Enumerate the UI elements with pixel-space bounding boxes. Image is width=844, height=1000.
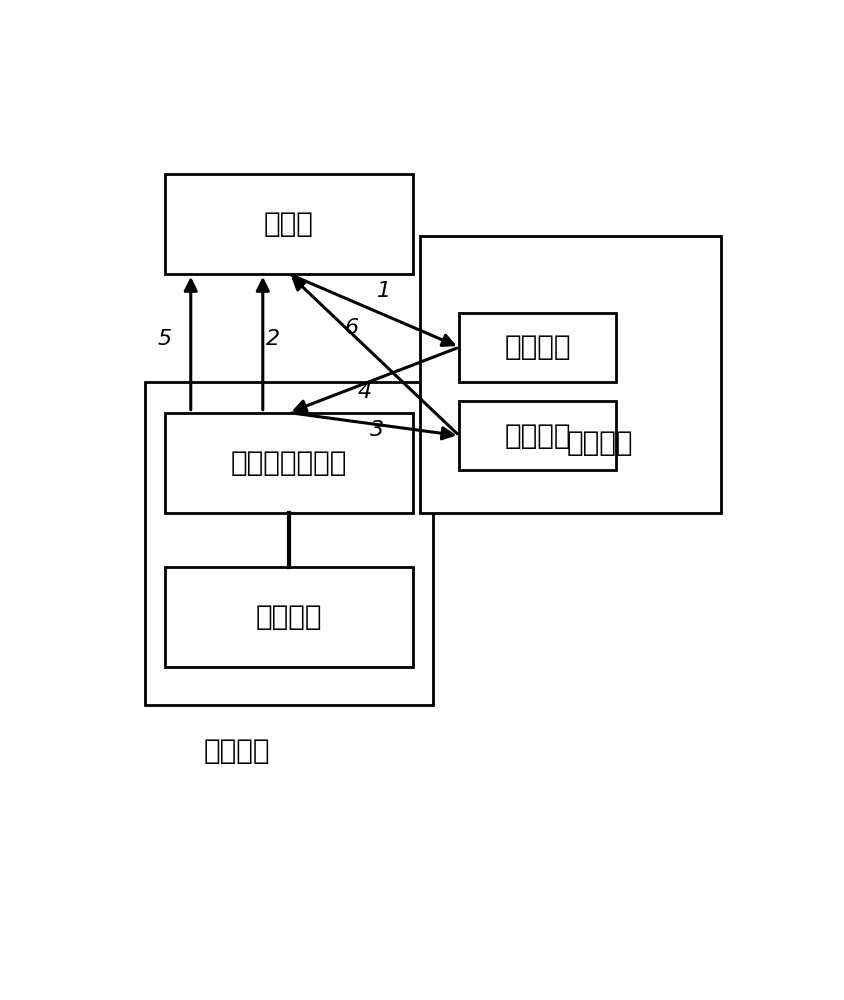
Text: 固态硬盘控制器: 固态硬盘控制器 xyxy=(230,449,347,477)
Bar xyxy=(165,174,413,274)
Bar xyxy=(165,413,413,513)
Text: 1: 1 xyxy=(376,281,391,301)
Text: 固态硬盘: 固态硬盘 xyxy=(203,737,269,765)
Text: 提交队列: 提交队列 xyxy=(504,333,571,361)
Text: 存储设备: 存储设备 xyxy=(566,429,632,457)
Text: 6: 6 xyxy=(344,318,358,338)
Bar xyxy=(165,567,413,667)
Bar xyxy=(459,401,616,470)
Text: 处理器: 处理器 xyxy=(263,210,314,238)
Text: 3: 3 xyxy=(370,420,384,440)
Text: 4: 4 xyxy=(357,382,371,402)
Bar xyxy=(459,312,616,382)
Text: 5: 5 xyxy=(157,329,171,349)
Bar xyxy=(145,382,432,705)
Bar xyxy=(419,235,721,513)
Text: 2: 2 xyxy=(265,329,279,349)
Text: 存储颗粒: 存储颗粒 xyxy=(256,603,322,631)
Text: 完成队列: 完成队列 xyxy=(504,422,571,450)
